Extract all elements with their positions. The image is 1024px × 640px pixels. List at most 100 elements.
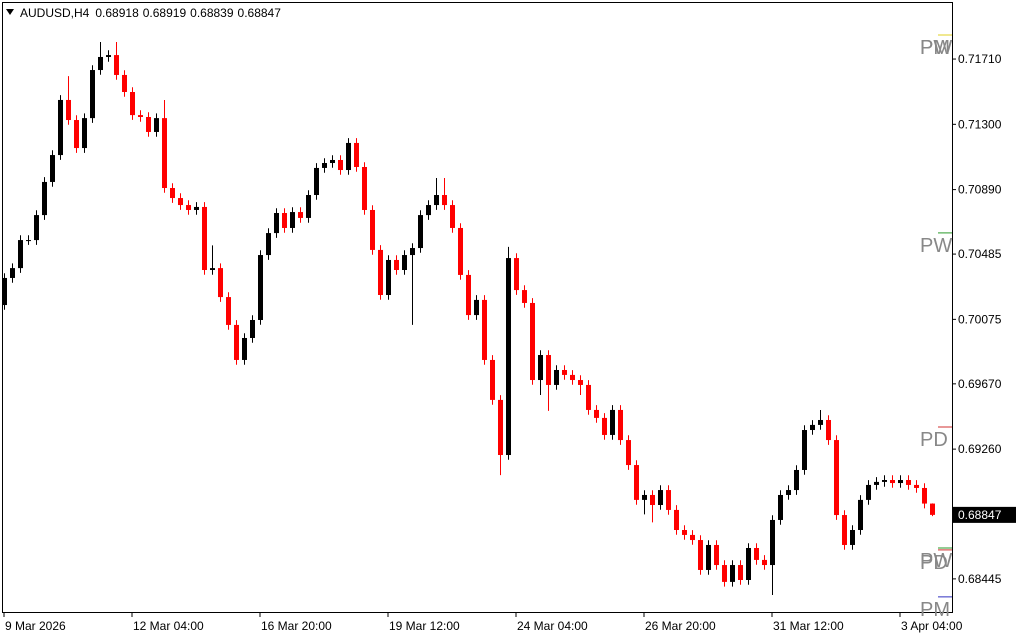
candle-body	[690, 534, 695, 541]
candle-body	[418, 215, 423, 249]
candle-body	[762, 559, 767, 566]
header-close: 0.68847	[238, 6, 282, 20]
y-tick-label: 0.69670	[958, 377, 1002, 391]
symbol: AUDUSD,H4	[20, 6, 90, 20]
candle-body	[874, 481, 879, 485]
x-tick-label: 31 Mar 12:00	[773, 619, 844, 633]
x-tick-label: 16 Mar 20:00	[261, 619, 332, 633]
candle-body	[746, 547, 751, 580]
level-label: PW	[920, 235, 952, 257]
level-label: PW	[920, 550, 952, 572]
level-label: PD	[920, 552, 948, 574]
candle-body	[570, 374, 575, 381]
x-tick-label: 24 Mar 04:00	[517, 619, 588, 633]
candle-body	[730, 565, 735, 582]
candle-body	[706, 544, 711, 570]
candle-body	[890, 480, 895, 484]
price-tag	[953, 506, 1016, 523]
candle-body	[554, 369, 559, 385]
candle-body	[442, 195, 447, 206]
candle-body	[562, 369, 567, 375]
candle-body	[2, 277, 7, 306]
level-label: PM	[920, 599, 950, 621]
candle-body	[850, 530, 855, 545]
candle-body	[146, 116, 151, 132]
candle-body	[274, 213, 279, 234]
candle-body	[802, 430, 807, 470]
candle-body	[466, 274, 471, 316]
candle-body	[10, 268, 15, 278]
level-label: PW	[920, 37, 952, 59]
x-tick-label: 19 Mar 12:00	[389, 619, 460, 633]
candle-body	[90, 70, 95, 119]
candle-body	[602, 417, 607, 435]
candle-body	[458, 227, 463, 275]
candle-body	[778, 494, 783, 520]
candle-body	[370, 209, 375, 250]
candle-body	[906, 480, 911, 485]
candle-body	[258, 255, 263, 320]
candle-body	[322, 163, 327, 168]
candle-body	[314, 167, 319, 196]
candle-body	[42, 181, 47, 216]
candle-body	[650, 494, 655, 506]
x-tick-label: 12 Mar 04:00	[133, 619, 204, 633]
candle-body	[330, 159, 335, 164]
candle-body	[122, 74, 127, 93]
candle-body	[538, 355, 543, 381]
candle-body	[474, 299, 479, 316]
header-open: 0.68918	[95, 6, 139, 20]
candle-body	[658, 490, 663, 506]
header-low: 0.68839	[190, 6, 234, 20]
candle-body	[866, 484, 871, 500]
candle-body	[714, 544, 719, 566]
candle-body	[450, 205, 455, 228]
candle-body	[250, 319, 255, 338]
candle-body	[402, 255, 407, 271]
candle-body	[378, 249, 383, 296]
candle-body	[738, 565, 743, 580]
candle-body	[178, 198, 183, 206]
candle-body	[514, 258, 519, 291]
candle-body	[18, 240, 23, 269]
candle-body	[634, 465, 639, 500]
candle-body	[130, 92, 135, 116]
candle-body	[618, 409, 623, 441]
candle-body	[522, 290, 527, 303]
candle-body	[50, 155, 55, 182]
candle-body	[914, 484, 919, 488]
header-high: 0.68919	[143, 6, 187, 20]
candle-body	[722, 565, 727, 582]
y-tick-label: 0.68445	[958, 572, 1002, 586]
candle-body	[842, 515, 847, 545]
candle-body	[826, 419, 831, 441]
candle-body	[586, 384, 591, 410]
candle-body	[834, 440, 839, 516]
candle-body	[242, 337, 247, 360]
candle-body	[434, 195, 439, 206]
level-label: PD	[920, 429, 948, 451]
candle-body	[210, 268, 215, 271]
candle-body	[594, 409, 599, 418]
candle-body	[930, 503, 935, 515]
candle-body	[818, 419, 823, 425]
x-tick-label: 3 Apr 04:00	[901, 619, 963, 633]
candle-body	[26, 240, 31, 242]
candle-body	[74, 120, 79, 149]
y-tick-label: 0.70485	[958, 247, 1002, 261]
candle-body	[482, 299, 487, 360]
candle-body	[666, 490, 671, 510]
candle-body	[394, 259, 399, 271]
candle-body	[498, 399, 503, 456]
candle-body	[290, 212, 295, 228]
candle-body	[698, 540, 703, 570]
candle-body	[34, 215, 39, 241]
candle-body	[226, 297, 231, 325]
candle-body	[162, 118, 167, 189]
menu-triangle	[6, 9, 14, 15]
candle-body	[266, 233, 271, 256]
candle-body	[194, 206, 199, 210]
candle-body	[66, 99, 71, 121]
